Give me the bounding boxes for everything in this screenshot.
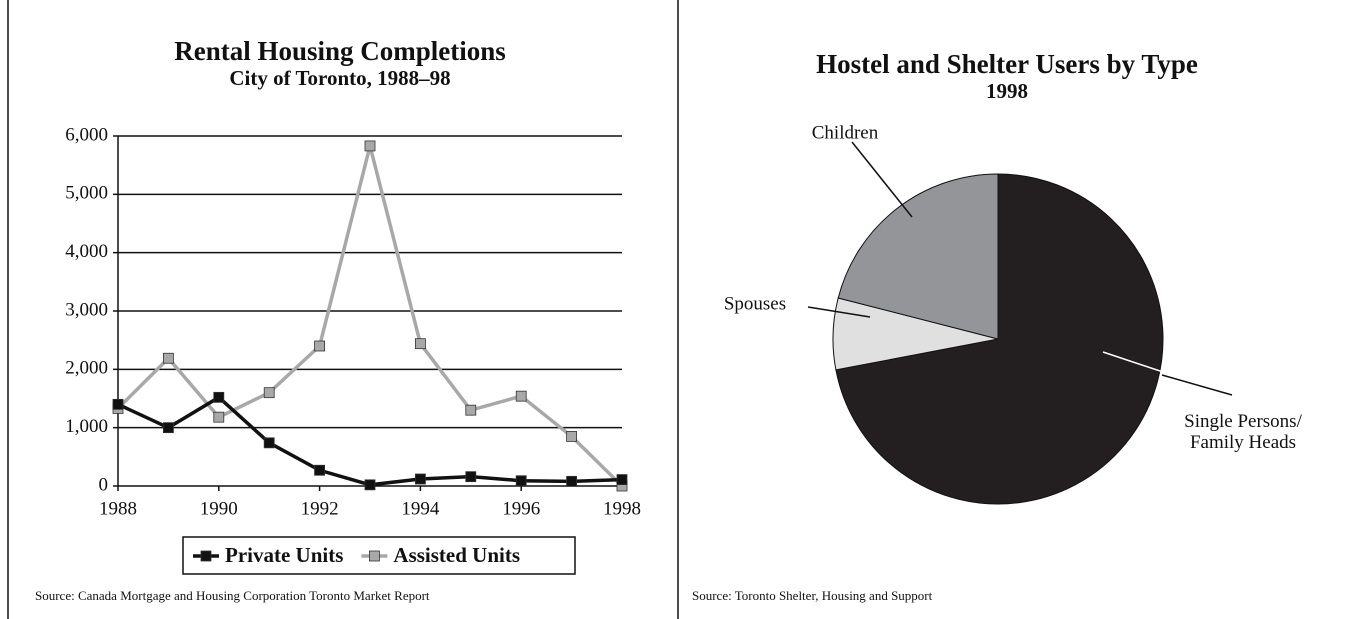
chart-subtitle: 1998 bbox=[986, 79, 1028, 103]
x-tick-label: 1996 bbox=[502, 498, 540, 519]
point bbox=[515, 475, 527, 487]
leader-line bbox=[851, 141, 913, 218]
y-tick-label: 4,000 bbox=[65, 241, 108, 262]
point bbox=[566, 431, 577, 442]
point bbox=[263, 437, 275, 449]
y-tick-label: 5,000 bbox=[65, 183, 108, 204]
leader-line bbox=[1161, 374, 1233, 396]
point bbox=[515, 390, 527, 402]
point bbox=[465, 471, 477, 483]
point bbox=[364, 140, 376, 152]
source: Source: Canada Mortgage and Housing Corp… bbox=[35, 588, 430, 603]
pie-slice bbox=[837, 173, 999, 340]
legend-marker bbox=[369, 550, 380, 562]
pie bbox=[832, 173, 1164, 505]
x-tick-label: 1990 bbox=[200, 498, 238, 519]
point bbox=[213, 411, 225, 423]
legend-label: Assisted Units bbox=[393, 543, 520, 567]
point bbox=[314, 340, 326, 352]
x-tick-label: 1994 bbox=[401, 498, 440, 519]
point bbox=[112, 398, 124, 410]
y-tick-label: 2,000 bbox=[65, 358, 108, 379]
source: Source: Toronto Shelter, Housing and Sup… bbox=[692, 588, 933, 603]
slice-label: Single Persons/ Family Heads bbox=[1184, 411, 1302, 453]
leader-line bbox=[1102, 351, 1233, 396]
point bbox=[314, 464, 326, 476]
x-tick-label: 1998 bbox=[603, 498, 641, 519]
series-line bbox=[117, 395, 623, 487]
slice-label: Children bbox=[812, 122, 879, 143]
slice-label: Spouses bbox=[724, 293, 786, 314]
legend-marker bbox=[200, 550, 212, 562]
chart-title: Rental Housing Completions bbox=[174, 36, 506, 66]
point bbox=[616, 474, 628, 485]
point bbox=[162, 352, 174, 364]
y-tick-label: 0 bbox=[99, 474, 109, 495]
point bbox=[162, 422, 174, 434]
series-line bbox=[116, 145, 624, 488]
chart-subtitle: City of Toronto, 1988–98 bbox=[229, 66, 450, 90]
leader-line bbox=[807, 306, 871, 318]
y-tick-label: 1,000 bbox=[65, 416, 108, 437]
point bbox=[213, 391, 225, 403]
point bbox=[465, 404, 477, 416]
pie-slice bbox=[835, 173, 1164, 505]
x-tick-label: 1988 bbox=[99, 498, 137, 519]
point bbox=[414, 473, 426, 485]
point bbox=[263, 387, 275, 399]
y-tick-label: 6,000 bbox=[65, 124, 108, 145]
point bbox=[414, 338, 426, 350]
y-tick-label: 3,000 bbox=[65, 299, 108, 320]
point bbox=[566, 475, 577, 487]
x-tick-label: 1992 bbox=[301, 498, 339, 519]
legend-label: Private Units bbox=[225, 543, 343, 567]
chart-title: Hostel and Shelter Users by Type bbox=[816, 49, 1198, 79]
point bbox=[364, 479, 376, 491]
